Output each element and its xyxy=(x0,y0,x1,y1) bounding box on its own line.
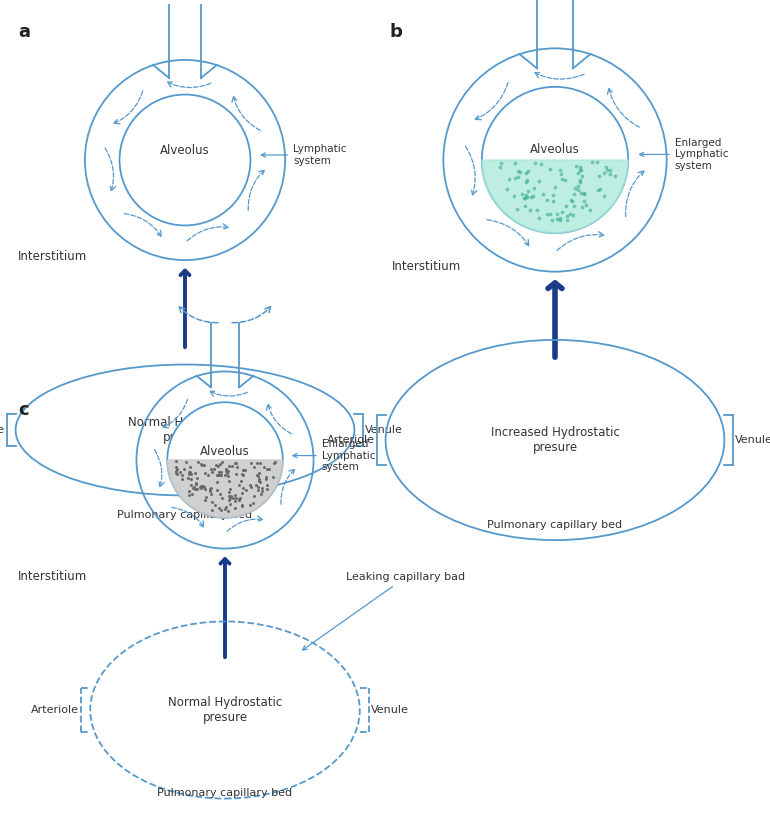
Circle shape xyxy=(119,95,250,226)
Text: Enlarged
Lymphatic
system: Enlarged Lymphatic system xyxy=(293,439,375,472)
Text: Pulmonary capillary bed: Pulmonary capillary bed xyxy=(118,510,253,520)
Text: Venule: Venule xyxy=(370,705,409,715)
Text: Enlarged
Lymphatic
system: Enlarged Lymphatic system xyxy=(640,138,728,171)
Text: Leaking capillary bad: Leaking capillary bad xyxy=(303,572,465,650)
Text: Venule: Venule xyxy=(735,435,770,445)
Text: Arteriole: Arteriole xyxy=(32,705,79,715)
Text: c: c xyxy=(18,401,28,419)
Polygon shape xyxy=(167,460,283,518)
Text: Alveolus: Alveolus xyxy=(160,143,210,156)
Text: Alveolus: Alveolus xyxy=(200,445,250,458)
Text: Venule: Venule xyxy=(366,425,403,435)
Circle shape xyxy=(482,87,628,233)
Text: Pulmonary capillary bed: Pulmonary capillary bed xyxy=(157,788,293,798)
Text: Arteriole: Arteriole xyxy=(0,425,5,435)
Text: Normal Hydrostatic
presure: Normal Hydrostatic presure xyxy=(128,416,242,444)
Text: b: b xyxy=(390,23,403,41)
Text: a: a xyxy=(18,23,30,41)
Text: Interstitium: Interstitium xyxy=(18,250,87,263)
Text: Interstitium: Interstitium xyxy=(18,570,87,583)
Text: Lymphatic
system: Lymphatic system xyxy=(261,144,346,165)
Text: Pulmonary capillary bed: Pulmonary capillary bed xyxy=(487,520,623,530)
Polygon shape xyxy=(482,160,628,233)
Text: Alveolus: Alveolus xyxy=(530,143,580,156)
Circle shape xyxy=(167,403,283,518)
Text: Normal Hydrostatic
presure: Normal Hydrostatic presure xyxy=(168,696,282,724)
Text: Increased Hydrostatic
presure: Increased Hydrostatic presure xyxy=(490,426,619,454)
Text: Arteriole: Arteriole xyxy=(326,435,374,445)
Text: Interstitium: Interstitium xyxy=(392,260,461,273)
